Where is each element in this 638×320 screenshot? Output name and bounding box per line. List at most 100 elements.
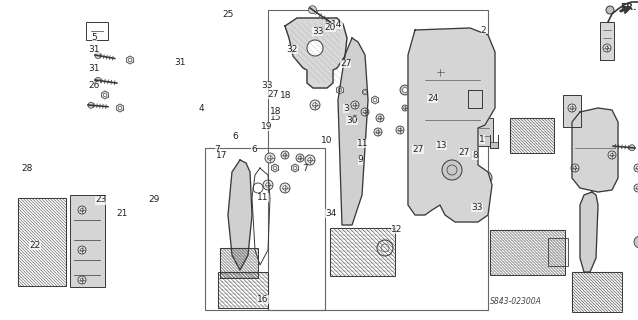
Circle shape	[118, 106, 122, 110]
Circle shape	[603, 44, 611, 52]
Circle shape	[364, 91, 366, 93]
Text: 3: 3	[343, 104, 349, 113]
Circle shape	[310, 100, 320, 110]
Text: 32: 32	[286, 45, 298, 54]
Text: 26: 26	[89, 81, 100, 90]
Polygon shape	[126, 56, 133, 64]
Bar	[330, 228, 395, 276]
Circle shape	[308, 6, 316, 14]
Text: 11: 11	[257, 193, 269, 202]
Text: 30: 30	[346, 116, 358, 125]
Bar	[490, 230, 565, 275]
Circle shape	[361, 108, 369, 116]
Circle shape	[573, 166, 577, 170]
Circle shape	[605, 46, 609, 50]
Text: 23: 23	[95, 196, 107, 204]
Circle shape	[400, 85, 410, 95]
Circle shape	[305, 155, 315, 165]
Circle shape	[78, 246, 86, 254]
Text: 12: 12	[391, 225, 403, 234]
Text: 16: 16	[257, 295, 269, 304]
Text: 10: 10	[321, 136, 332, 145]
Circle shape	[298, 156, 302, 160]
Circle shape	[283, 186, 287, 190]
Text: 33: 33	[261, 81, 272, 90]
Circle shape	[571, 164, 579, 172]
Text: FR.: FR.	[620, 4, 637, 12]
Text: 6: 6	[232, 132, 238, 141]
Circle shape	[128, 58, 132, 62]
Polygon shape	[228, 160, 252, 270]
Circle shape	[281, 151, 289, 159]
Circle shape	[351, 101, 359, 109]
Text: 18: 18	[280, 91, 292, 100]
Circle shape	[313, 103, 317, 107]
Polygon shape	[292, 164, 299, 172]
Circle shape	[636, 166, 638, 170]
Circle shape	[634, 236, 638, 248]
Bar	[218, 272, 268, 308]
Circle shape	[80, 208, 84, 212]
Circle shape	[570, 106, 574, 110]
Circle shape	[283, 153, 287, 157]
Circle shape	[293, 166, 297, 170]
Circle shape	[396, 126, 404, 134]
Circle shape	[373, 98, 377, 102]
Text: 13: 13	[436, 141, 447, 150]
Text: 7: 7	[302, 164, 308, 173]
Circle shape	[376, 130, 380, 134]
Circle shape	[95, 77, 101, 84]
Circle shape	[280, 183, 290, 193]
Text: 11: 11	[357, 139, 368, 148]
Polygon shape	[572, 108, 618, 192]
Circle shape	[338, 88, 342, 92]
Bar	[475, 118, 493, 146]
Text: 34: 34	[325, 209, 336, 218]
Text: 22: 22	[29, 241, 41, 250]
Polygon shape	[362, 89, 367, 95]
Polygon shape	[580, 192, 598, 272]
Circle shape	[95, 52, 101, 59]
Circle shape	[606, 6, 614, 14]
Circle shape	[374, 128, 382, 136]
Circle shape	[266, 183, 271, 187]
Bar	[600, 22, 614, 60]
Circle shape	[634, 164, 638, 172]
Circle shape	[404, 107, 406, 109]
Text: 20: 20	[325, 23, 336, 32]
Bar	[548, 238, 568, 266]
Circle shape	[402, 105, 408, 111]
Text: 15: 15	[270, 113, 281, 122]
Text: 2: 2	[481, 26, 486, 35]
Polygon shape	[285, 18, 347, 88]
Text: 31: 31	[174, 58, 186, 67]
Polygon shape	[101, 91, 108, 99]
Polygon shape	[371, 96, 378, 104]
Circle shape	[608, 151, 616, 159]
Circle shape	[403, 87, 408, 92]
Text: 27: 27	[459, 148, 470, 157]
Text: 7: 7	[214, 145, 221, 154]
Circle shape	[265, 153, 275, 163]
Circle shape	[103, 93, 107, 97]
Polygon shape	[490, 142, 498, 148]
Bar	[510, 118, 554, 153]
Text: 24: 24	[427, 94, 438, 103]
Text: 31: 31	[89, 45, 100, 54]
Circle shape	[478, 171, 492, 185]
Circle shape	[363, 110, 367, 114]
Circle shape	[296, 154, 304, 162]
Text: 9: 9	[357, 156, 364, 164]
Polygon shape	[408, 28, 495, 222]
Circle shape	[376, 114, 384, 122]
Text: 27: 27	[412, 145, 424, 154]
Bar	[70, 195, 105, 287]
Circle shape	[78, 206, 86, 214]
Circle shape	[442, 160, 462, 180]
Circle shape	[80, 248, 84, 252]
Circle shape	[629, 145, 635, 151]
Circle shape	[273, 166, 277, 170]
Bar	[86, 22, 108, 40]
Text: S843-02300A: S843-02300A	[490, 298, 542, 307]
Circle shape	[80, 278, 84, 282]
